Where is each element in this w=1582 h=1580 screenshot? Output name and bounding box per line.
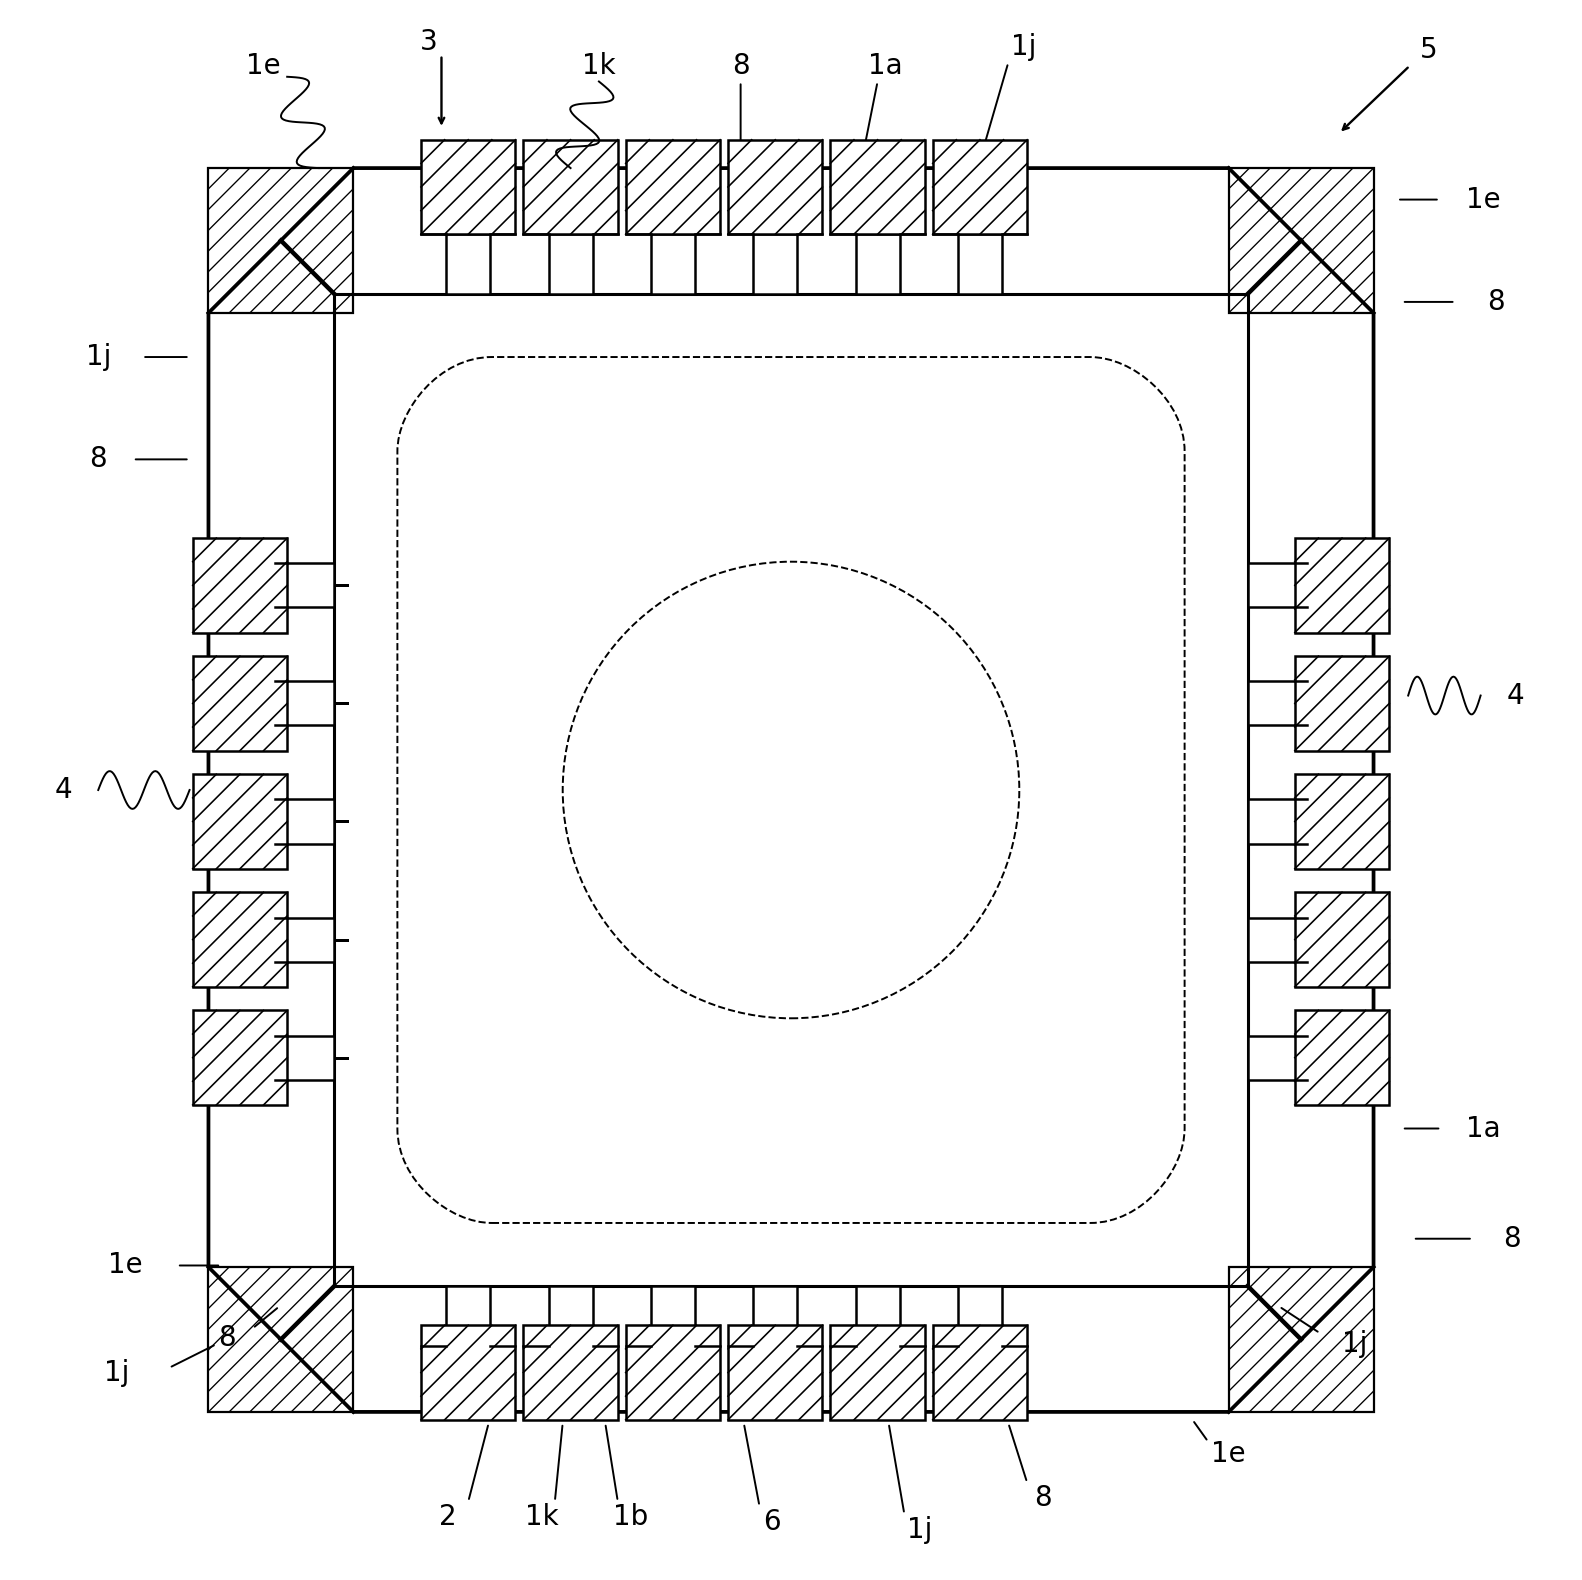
Text: 1j: 1j bbox=[908, 1515, 933, 1544]
Polygon shape bbox=[933, 1326, 1027, 1420]
Polygon shape bbox=[193, 774, 288, 869]
Text: 1a: 1a bbox=[869, 52, 903, 79]
Polygon shape bbox=[728, 139, 823, 234]
Text: 8: 8 bbox=[218, 1324, 236, 1352]
Text: 1e: 1e bbox=[1467, 185, 1501, 213]
Text: 4: 4 bbox=[55, 776, 73, 804]
Polygon shape bbox=[728, 1326, 823, 1420]
Polygon shape bbox=[1294, 893, 1389, 988]
Polygon shape bbox=[1248, 681, 1307, 725]
Polygon shape bbox=[1248, 564, 1307, 607]
Polygon shape bbox=[753, 234, 797, 294]
Text: 1k: 1k bbox=[582, 52, 615, 79]
Text: 2: 2 bbox=[438, 1504, 457, 1531]
Polygon shape bbox=[275, 1035, 334, 1079]
Text: 8: 8 bbox=[90, 446, 108, 474]
Polygon shape bbox=[626, 139, 720, 234]
Text: 1e: 1e bbox=[108, 1251, 142, 1280]
Polygon shape bbox=[193, 539, 288, 632]
Text: 1e: 1e bbox=[247, 52, 282, 79]
Text: 8: 8 bbox=[1487, 288, 1504, 316]
Polygon shape bbox=[1294, 539, 1389, 632]
Text: 8: 8 bbox=[732, 52, 750, 79]
Polygon shape bbox=[209, 167, 1373, 1413]
Polygon shape bbox=[275, 918, 334, 962]
Text: 1e: 1e bbox=[1212, 1441, 1247, 1468]
Polygon shape bbox=[524, 139, 619, 234]
Text: 1k: 1k bbox=[525, 1504, 558, 1531]
Polygon shape bbox=[549, 1286, 593, 1346]
Polygon shape bbox=[275, 799, 334, 844]
Text: 8: 8 bbox=[1503, 1224, 1520, 1253]
Polygon shape bbox=[1229, 1267, 1373, 1413]
Polygon shape bbox=[957, 1286, 1001, 1346]
Polygon shape bbox=[1294, 656, 1389, 750]
Text: 1j: 1j bbox=[1011, 33, 1036, 62]
Text: 1a: 1a bbox=[1467, 1114, 1501, 1142]
Polygon shape bbox=[193, 656, 288, 750]
Polygon shape bbox=[209, 1267, 353, 1413]
Text: 1j: 1j bbox=[1342, 1330, 1367, 1359]
Text: 8: 8 bbox=[1035, 1485, 1052, 1512]
Text: 1j: 1j bbox=[104, 1359, 130, 1387]
Polygon shape bbox=[831, 1326, 925, 1420]
Polygon shape bbox=[421, 1326, 516, 1420]
Polygon shape bbox=[1229, 167, 1373, 313]
Polygon shape bbox=[421, 139, 516, 234]
Polygon shape bbox=[856, 234, 900, 294]
Polygon shape bbox=[193, 893, 288, 988]
Polygon shape bbox=[209, 167, 353, 313]
Polygon shape bbox=[549, 234, 593, 294]
Polygon shape bbox=[1248, 918, 1307, 962]
Polygon shape bbox=[446, 1286, 490, 1346]
Polygon shape bbox=[193, 1011, 288, 1104]
Polygon shape bbox=[1248, 1035, 1307, 1079]
Polygon shape bbox=[831, 139, 925, 234]
Text: 1b: 1b bbox=[612, 1504, 649, 1531]
Polygon shape bbox=[650, 234, 694, 294]
Polygon shape bbox=[626, 1326, 720, 1420]
Polygon shape bbox=[1248, 799, 1307, 844]
Polygon shape bbox=[650, 1286, 694, 1346]
Polygon shape bbox=[275, 681, 334, 725]
Polygon shape bbox=[446, 234, 490, 294]
Polygon shape bbox=[1294, 1011, 1389, 1104]
Text: 1j: 1j bbox=[85, 343, 111, 371]
Polygon shape bbox=[1294, 774, 1389, 869]
Polygon shape bbox=[957, 234, 1001, 294]
Polygon shape bbox=[933, 139, 1027, 234]
Polygon shape bbox=[275, 564, 334, 607]
Text: 6: 6 bbox=[763, 1509, 782, 1536]
Text: 4: 4 bbox=[1506, 681, 1523, 709]
Polygon shape bbox=[856, 1286, 900, 1346]
Text: 3: 3 bbox=[419, 28, 438, 57]
Polygon shape bbox=[753, 1286, 797, 1346]
Text: 5: 5 bbox=[1419, 36, 1438, 65]
Polygon shape bbox=[524, 1326, 619, 1420]
